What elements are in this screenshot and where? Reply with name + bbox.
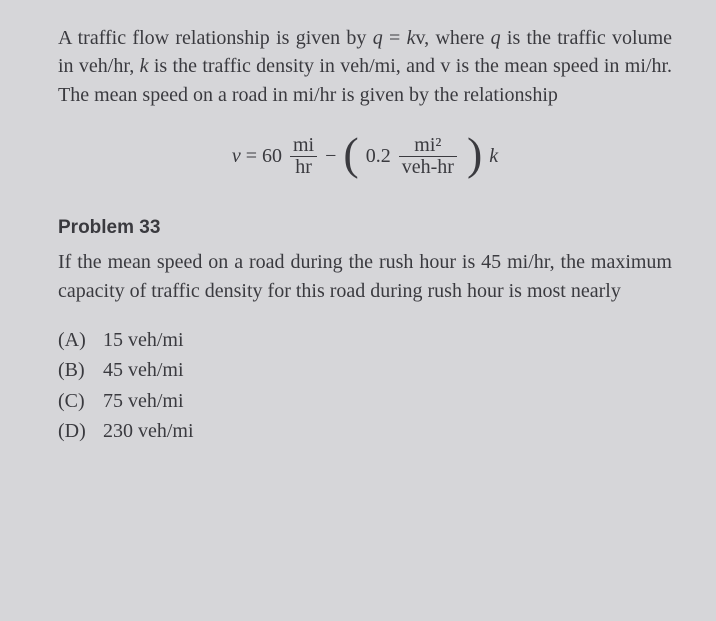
intro-pre: A traffic flow relationship is given by <box>58 27 373 49</box>
eq-minus: − <box>325 142 336 170</box>
intro-post3: is the traffic density in veh/mi, and <box>148 55 440 77</box>
eq-lparen: ( <box>341 131 360 177</box>
eq-equals: = <box>246 142 257 170</box>
answer-choices: (A) 15 veh/mi (B) 45 veh/mi (C) 75 veh/m… <box>58 325 672 447</box>
choice-a-letter: (A) <box>58 326 98 354</box>
problem-prompt: If the mean speed on a road during the r… <box>58 248 672 305</box>
choice-a: (A) 15 veh/mi <box>58 325 672 355</box>
choice-a-text: 15 veh/mi <box>103 329 184 351</box>
eq-tail: k <box>489 142 498 170</box>
problem-title: Problem 33 <box>58 215 672 242</box>
equation-block: v = 60 mi hr − ( 0.2 mi² veh-hr ) k <box>58 109 672 207</box>
intro-eq-lhs: q <box>373 27 383 49</box>
choice-d: (D) 230 veh/mi <box>58 416 672 446</box>
eq-c1: 60 <box>262 142 282 170</box>
intro-q: q <box>491 27 501 49</box>
choice-d-letter: (D) <box>58 417 98 445</box>
intro-post1: , where <box>424 27 490 49</box>
choice-b-text: 45 veh/mi <box>103 359 184 381</box>
choice-b: (B) 45 veh/mi <box>58 355 672 385</box>
eq-frac2: mi² veh-hr <box>396 135 460 178</box>
page: A traffic flow relationship is given by … <box>0 0 716 470</box>
choice-d-text: 230 veh/mi <box>103 420 194 442</box>
eq-frac2-den: veh-hr <box>399 157 457 178</box>
intro-paragraph: A traffic flow relationship is given by … <box>58 24 672 109</box>
choice-c-letter: (C) <box>58 387 98 415</box>
eq-frac1-num: mi <box>290 135 317 157</box>
eq-rparen: ) <box>465 131 484 177</box>
eq-c2: 0.2 <box>366 142 391 170</box>
eq-frac1-den: hr <box>290 157 317 178</box>
intro-v: v <box>440 55 450 77</box>
eq-lhs: v <box>232 142 241 170</box>
eq-frac1: mi hr <box>287 135 320 178</box>
eq-frac2-num: mi² <box>399 135 457 157</box>
choice-b-letter: (B) <box>58 356 98 384</box>
intro-eq-op: = <box>383 27 407 49</box>
choice-c: (C) 75 veh/mi <box>58 386 672 416</box>
choice-c-text: 75 veh/mi <box>103 390 184 412</box>
intro-eq-v: v <box>415 27 424 49</box>
